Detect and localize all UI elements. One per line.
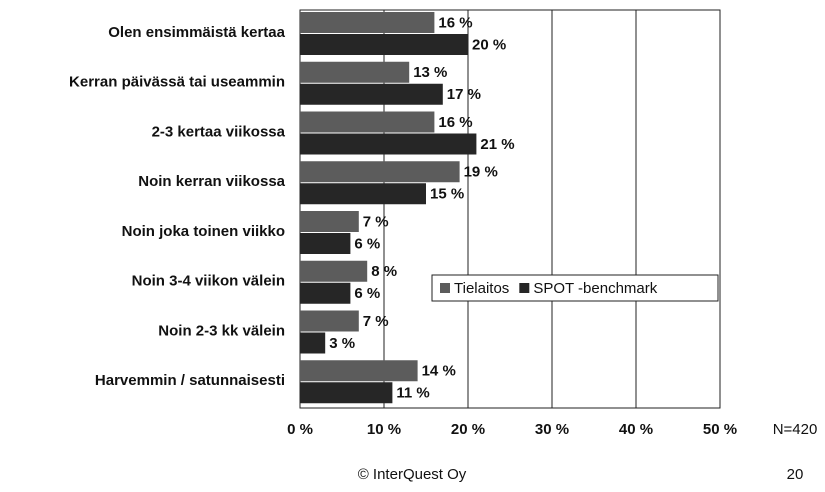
- x-tick-label: 20 %: [451, 421, 485, 438]
- data-label: 7 %: [363, 213, 389, 230]
- data-label: 7 %: [363, 313, 389, 330]
- bar: [300, 111, 435, 133]
- bar: [300, 83, 443, 105]
- y-tick-label: Harvemmin / satunnaisesti: [95, 372, 285, 389]
- data-label: 6 %: [354, 285, 380, 302]
- legend-box: [431, 274, 719, 302]
- bar: [300, 161, 460, 183]
- data-label: 17 %: [447, 86, 481, 103]
- y-tick-label: Noin 3-4 viikon välein: [132, 273, 285, 290]
- legend-swatch: [519, 283, 530, 293]
- legend-label: SPOT -benchmark: [533, 280, 657, 297]
- bar: [300, 310, 359, 332]
- data-label: 16 %: [438, 14, 472, 31]
- bar: [300, 260, 368, 282]
- bar: [300, 382, 393, 404]
- data-label: 6 %: [354, 235, 380, 252]
- data-label: 16 %: [438, 114, 472, 131]
- bar: [300, 61, 410, 83]
- y-tick-label: Noin kerran viikossa: [138, 173, 285, 190]
- y-tick-label: Kerran päivässä tai useammin: [69, 74, 285, 91]
- legend-label: Tielaitos: [454, 280, 509, 297]
- legend-swatch: [440, 283, 450, 293]
- y-tick-label: Olen ensimmäistä kertaa: [108, 24, 285, 41]
- sample-size: N=420: [773, 421, 818, 438]
- data-label: 19 %: [464, 164, 498, 181]
- x-tick-label: 40 %: [619, 421, 653, 438]
- plot-border: [299, 9, 721, 409]
- data-label: 13 %: [413, 64, 447, 81]
- data-label: 21 %: [480, 136, 514, 153]
- bar: [300, 332, 326, 354]
- data-label: 20 %: [472, 36, 506, 53]
- y-tick-label: Noin joka toinen viikko: [122, 223, 285, 240]
- bar: [300, 12, 435, 33]
- bar: [300, 183, 426, 205]
- data-label: 8 %: [371, 263, 397, 280]
- bar: [300, 34, 468, 55]
- bar: [300, 360, 418, 382]
- bar: [300, 133, 477, 155]
- x-tick-label: 50 %: [703, 421, 737, 438]
- x-tick-label: 0 %: [287, 421, 313, 438]
- data-label: 15 %: [430, 186, 464, 203]
- bar: [300, 282, 351, 304]
- y-tick-label: 2-3 kertaa viikossa: [152, 123, 286, 140]
- x-tick-label: 10 %: [367, 421, 401, 438]
- bar: [300, 233, 351, 254]
- copyright: © InterQuest Oy: [358, 466, 467, 483]
- data-label: 14 %: [422, 363, 456, 380]
- x-tick-label: 30 %: [535, 421, 569, 438]
- page-number: 20: [787, 466, 804, 483]
- y-tick-label: Noin 2-3 kk välein: [158, 322, 285, 339]
- data-label: 11 %: [396, 385, 429, 402]
- data-label: 3 %: [329, 335, 355, 352]
- bar: [300, 211, 359, 232]
